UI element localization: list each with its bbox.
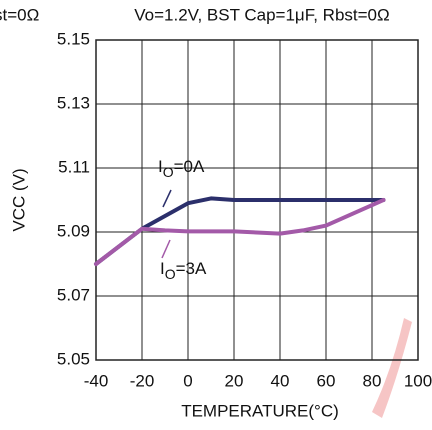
annotation-main: I [158, 157, 163, 176]
y-tick-label: 5.07 [57, 285, 90, 304]
series-annotation: IO=3A [160, 259, 207, 281]
left-title-fragment: st=0Ω [0, 5, 39, 24]
leader-line [162, 189, 172, 208]
annotation-subscript: O [165, 266, 176, 282]
x-tick-label: -20 [130, 371, 155, 390]
y-axis-label: VCC (V) [9, 168, 28, 231]
x-tick-label: 100 [404, 371, 432, 390]
series-annotation: IO=0A [158, 157, 205, 179]
y-tick-label: 5.09 [57, 221, 90, 240]
annotation-subscript: O [163, 164, 174, 180]
annotation-main: I [160, 259, 165, 278]
leader-line [161, 239, 171, 259]
x-tick-label: 80 [363, 371, 382, 390]
y-tick-label: 5.11 [58, 157, 90, 176]
watermark [372, 318, 412, 418]
x-tick-label: 60 [317, 371, 336, 390]
plot-frame [95, 39, 419, 361]
x-tick-label: 20 [225, 371, 244, 390]
x-tick-label: -40 [84, 371, 109, 390]
y-tick-label: 5.05 [57, 349, 90, 368]
annotation-rest: =0A [174, 157, 205, 176]
x-tick-label: 40 [271, 371, 290, 390]
series-line [94, 196, 386, 266]
x-tick-label: 0 [183, 371, 192, 390]
y-tick-label: 5.13 [57, 93, 90, 112]
series-line [94, 198, 386, 266]
x-axis-label: TEMPERATURE(°C) [181, 401, 339, 420]
y-tick-label: 5.15 [57, 29, 90, 48]
annotation-rest: =3A [176, 259, 207, 278]
chart-title: Vo=1.2V, BST Cap=1μF, Rbst=0Ω [134, 5, 389, 24]
